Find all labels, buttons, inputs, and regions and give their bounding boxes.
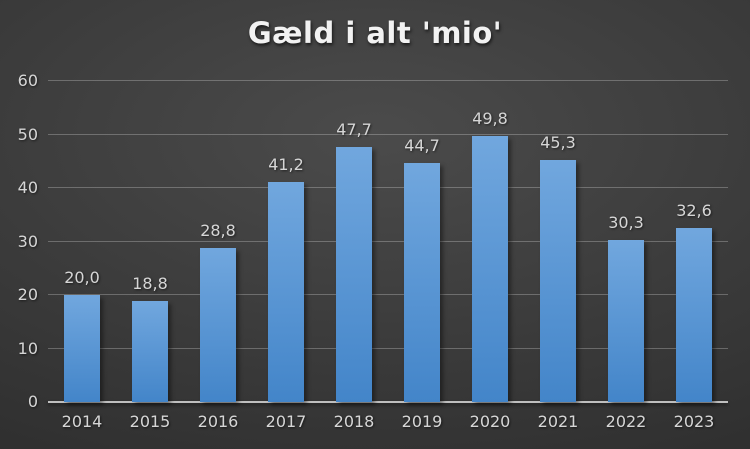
y-tick-label: 40 <box>17 178 38 197</box>
x-axis-line <box>48 401 728 403</box>
bar-slot: 47,7 <box>320 81 388 402</box>
bar[interactable] <box>676 227 712 402</box>
x-tick-label: 2022 <box>605 412 647 431</box>
x-tick-label: 2019 <box>401 412 443 431</box>
bar-value-label: 30,3 <box>608 212 644 232</box>
bar-value-label: 41,2 <box>268 154 304 174</box>
x-tick-label: 2021 <box>537 412 579 431</box>
bar-slot: 30,3 <box>592 81 660 402</box>
gridline <box>48 240 728 242</box>
bar-value-label: 28,8 <box>200 220 236 240</box>
bar-value-label: 18,8 <box>132 274 168 294</box>
y-tick-label: 60 <box>17 71 38 90</box>
bar-value-label: 49,8 <box>472 108 508 128</box>
bar[interactable] <box>540 159 576 402</box>
x-tick-label: 2023 <box>673 412 715 431</box>
gridline <box>48 80 728 81</box>
bar-value-label: 32,6 <box>676 200 712 220</box>
bar[interactable] <box>608 239 644 402</box>
gridline <box>48 347 728 349</box>
y-tick-label: 30 <box>17 231 38 251</box>
bar[interactable] <box>132 301 168 402</box>
bar[interactable] <box>200 247 236 402</box>
bar-slot: 44,7 <box>388 81 456 402</box>
bar-value-label: 47,7 <box>336 119 372 139</box>
x-tick-label: 2016 <box>197 412 239 431</box>
bar-slot: 18,8 <box>116 81 184 402</box>
bar-slot: 45,3 <box>524 81 592 402</box>
gridline <box>48 133 728 135</box>
x-tick-label: 2015 <box>129 412 171 431</box>
bar-slot: 20,0 <box>48 81 116 402</box>
gridline <box>48 294 728 296</box>
bar-slot: 28,8 <box>184 81 252 402</box>
bar[interactable] <box>268 181 304 402</box>
bar-slot: 49,8 <box>456 81 524 402</box>
bar-value-label: 44,7 <box>404 135 440 155</box>
y-axis: 0 10 20 30 40 50 60 <box>0 0 40 449</box>
y-tick-label: 20 <box>17 285 38 304</box>
chart-title: Gæld i alt 'mio' <box>247 16 503 50</box>
plot-area: 20,0 18,8 28,8 41,2 47,7 44,7 49,8 45,3 30,3 32,6 <box>48 80 728 403</box>
y-tick-label: 50 <box>17 124 38 144</box>
x-axis: 2014 2015 2016 2017 2018 2019 2020 2021 2022 2023 <box>48 411 728 435</box>
x-tick-label: 2018 <box>333 412 375 431</box>
y-tick-label: 10 <box>17 338 38 358</box>
x-tick-label: 2014 <box>61 412 103 431</box>
bar-value-label: 20,0 <box>64 268 100 288</box>
bar-slot: 32,6 <box>660 81 728 402</box>
bar-slot: 41,2 <box>252 81 320 402</box>
y-tick-label: 0 <box>27 392 38 411</box>
bar[interactable] <box>64 295 100 402</box>
x-tick-label: 2017 <box>265 412 307 431</box>
x-tick-label: 2020 <box>469 412 511 431</box>
bar[interactable] <box>336 146 372 402</box>
bar[interactable] <box>404 162 440 402</box>
bar[interactable] <box>472 135 508 402</box>
gridline <box>48 187 728 189</box>
bar-value-label: 45,3 <box>540 132 576 152</box>
